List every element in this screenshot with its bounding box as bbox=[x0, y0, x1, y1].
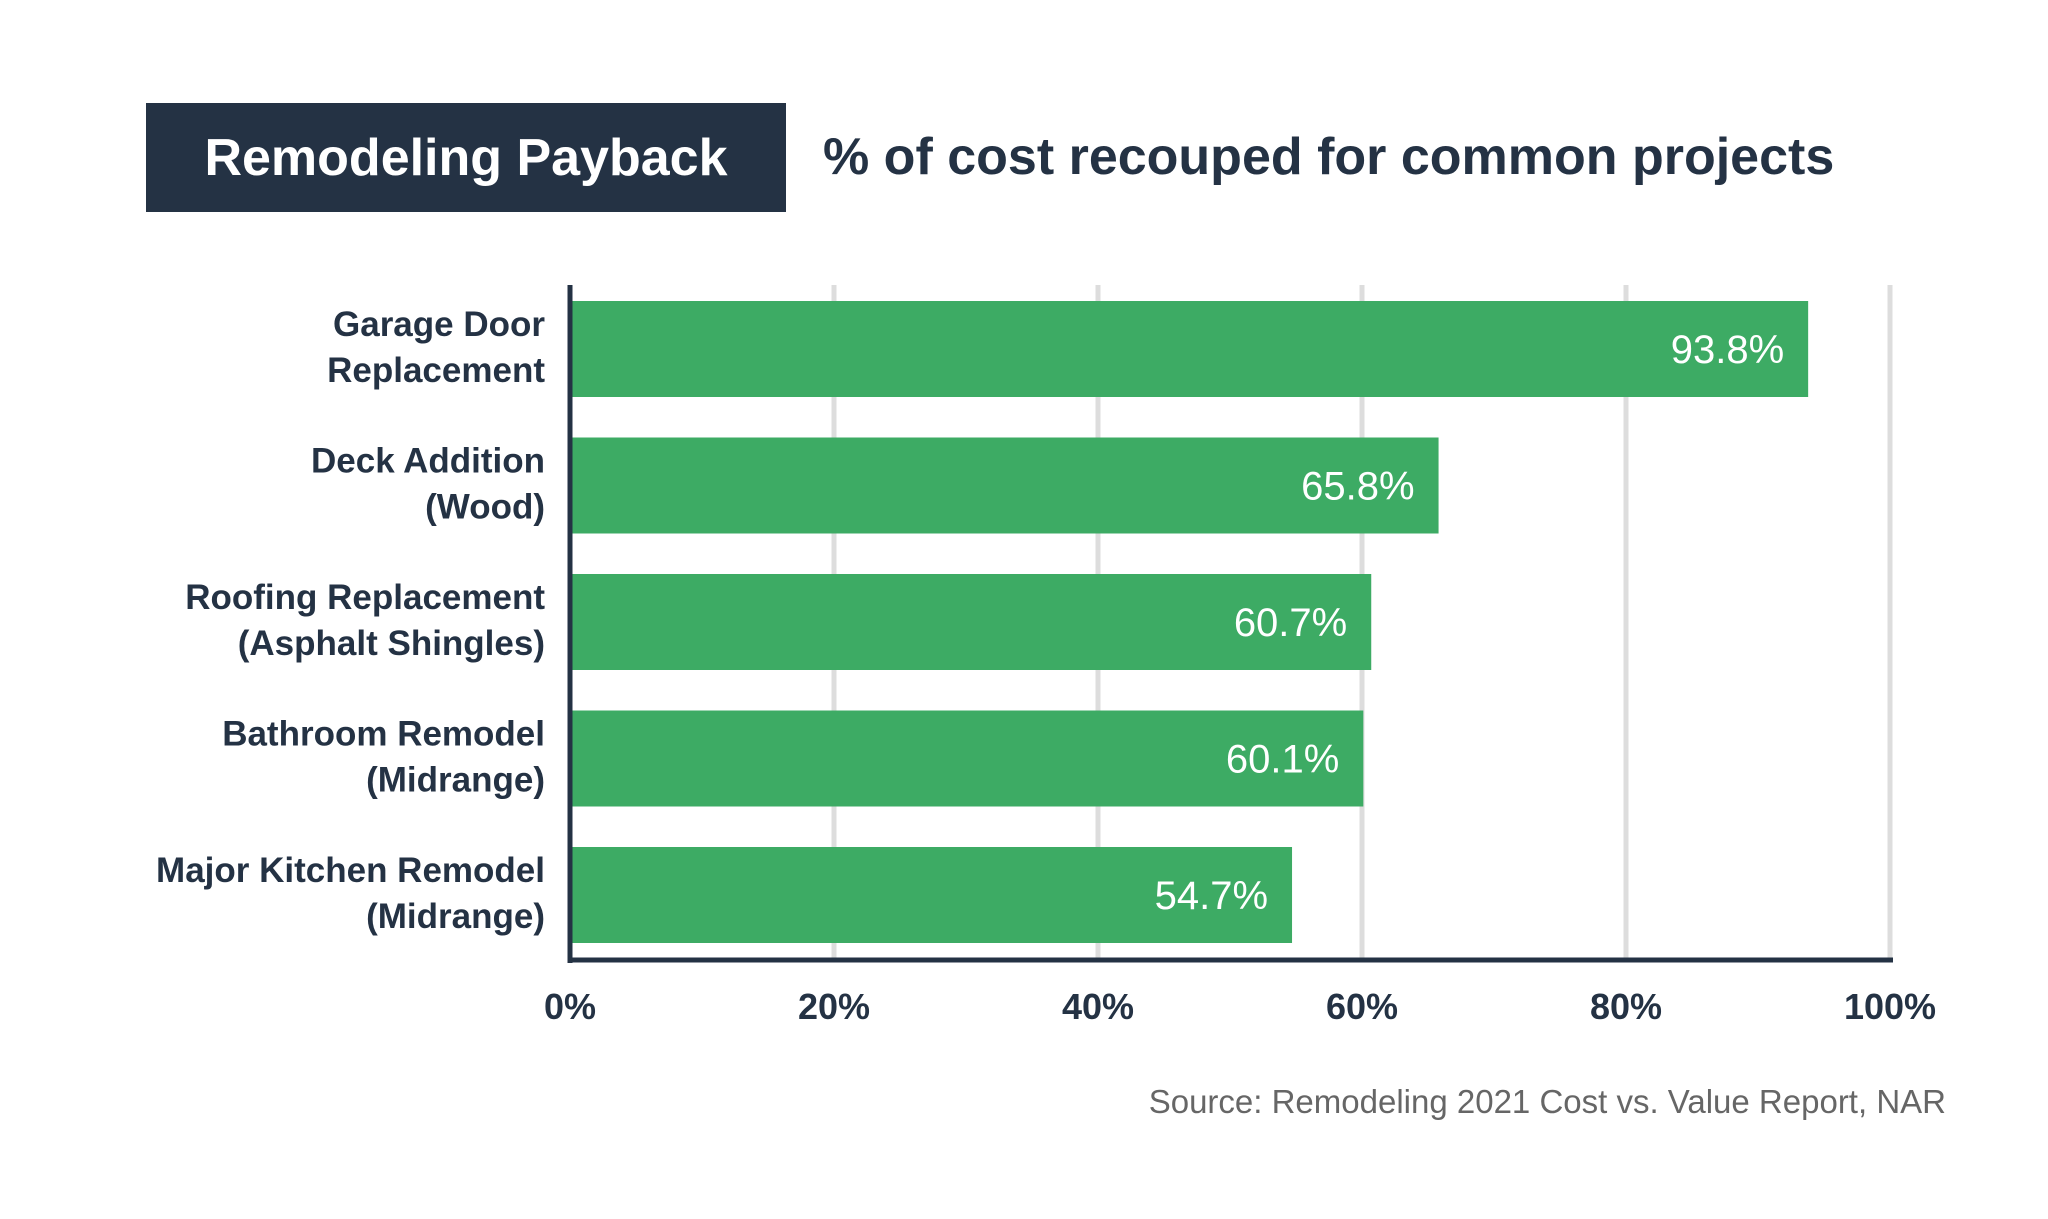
category-label: Garage Door bbox=[333, 305, 545, 344]
category-label: (Midrange) bbox=[366, 897, 545, 936]
bar-value-label: 60.1% bbox=[1226, 738, 1339, 782]
chart-title: Remodeling Payback bbox=[204, 128, 728, 187]
category-label: Major Kitchen Remodel bbox=[156, 851, 545, 890]
category-label: Deck Addition bbox=[311, 442, 545, 481]
chart-title-box: Remodeling Payback bbox=[146, 103, 786, 212]
category-label: (Asphalt Shingles) bbox=[238, 624, 545, 663]
chart-subtitle: % of cost recouped for common projects bbox=[823, 128, 1835, 186]
bar bbox=[570, 301, 1809, 397]
bar bbox=[570, 437, 1439, 534]
category-label: (Midrange) bbox=[366, 761, 545, 800]
x-tick-label: 100% bbox=[1844, 986, 1936, 1027]
bar bbox=[570, 710, 1364, 807]
x-tick-label: 40% bbox=[1062, 986, 1134, 1027]
x-tick-label: 20% bbox=[798, 986, 870, 1027]
category-label: (Wood) bbox=[425, 488, 545, 527]
bar-value-label: 54.7% bbox=[1155, 874, 1268, 918]
bar-value-label: 60.7% bbox=[1234, 601, 1347, 645]
x-tick-label: 0% bbox=[544, 986, 596, 1027]
bar bbox=[570, 847, 1293, 943]
x-tick-label: 60% bbox=[1326, 986, 1398, 1027]
source-note: Source: Remodeling 2021 Cost vs. Value R… bbox=[1148, 1083, 1946, 1120]
bar-value-label: 93.8% bbox=[1671, 328, 1784, 372]
x-tick-label: 80% bbox=[1590, 986, 1662, 1027]
bar bbox=[570, 574, 1372, 670]
bar-value-label: 65.8% bbox=[1301, 465, 1414, 509]
category-label: Replacement bbox=[327, 351, 545, 390]
category-label: Roofing Replacement bbox=[185, 578, 545, 617]
category-label: Bathroom Remodel bbox=[222, 715, 545, 754]
